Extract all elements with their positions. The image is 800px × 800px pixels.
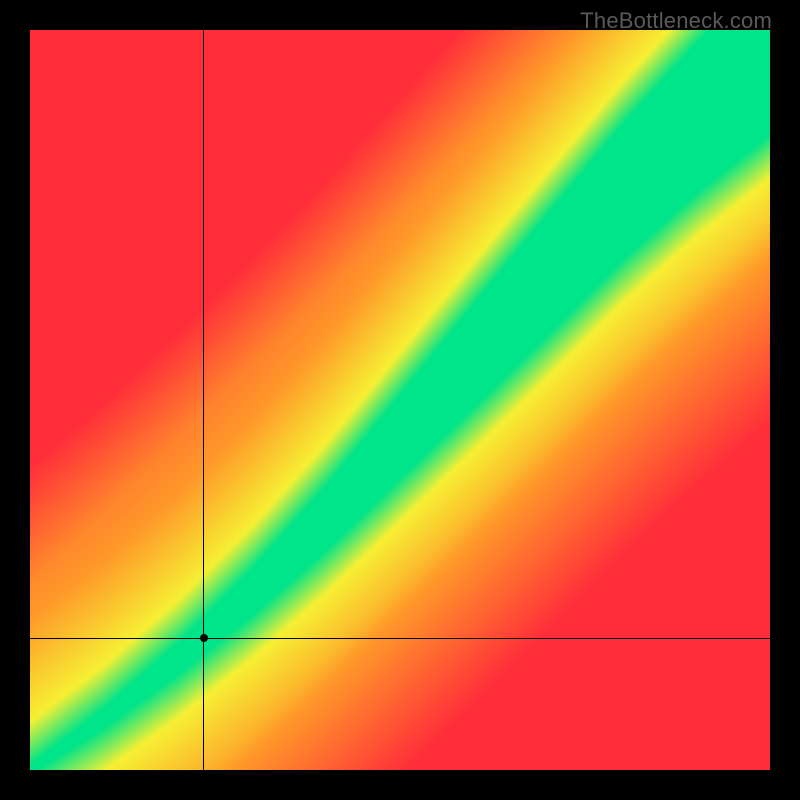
heatmap-plot [30,30,770,770]
heatmap-canvas [30,30,770,770]
selection-marker[interactable] [200,634,208,642]
crosshair-vertical [203,30,204,770]
bottleneck-heatmap-stage: TheBottleneck.com [0,0,800,800]
watermark-text: TheBottleneck.com [580,8,772,34]
crosshair-horizontal [30,638,770,639]
